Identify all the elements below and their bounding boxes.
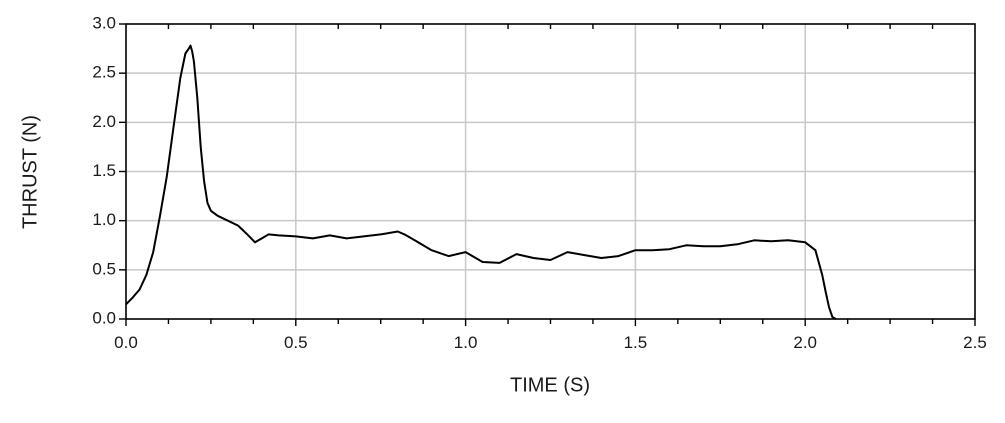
y-tick-label: 0.5 xyxy=(92,259,116,278)
tick-marks xyxy=(119,23,976,326)
x-tick-label: 0.0 xyxy=(114,333,138,352)
thrust-series-line xyxy=(125,44,837,320)
x-axis-label: TIME (S) xyxy=(510,374,590,396)
gridlines xyxy=(126,24,975,319)
x-tick-label: 2.5 xyxy=(963,333,987,352)
y-tick-label: 3.0 xyxy=(92,13,116,32)
x-tick-label: 0.5 xyxy=(284,333,308,352)
x-tick-label: 1.0 xyxy=(454,333,478,352)
y-axis-label: THRUST (N) xyxy=(19,115,41,229)
y-tick-label: 2.5 xyxy=(92,63,116,82)
series-layer xyxy=(125,44,837,320)
y-tick-label: 2.0 xyxy=(92,112,116,131)
y-tick-label: 1.5 xyxy=(92,161,116,180)
x-tick-label: 2.0 xyxy=(793,333,817,352)
y-tick-label: 1.0 xyxy=(92,210,116,229)
x-tick-labels: 0.0 0.5 1.0 1.5 2.0 2.5 xyxy=(114,333,987,352)
x-tick-label: 1.5 xyxy=(624,333,648,352)
y-tick-label: 0.0 xyxy=(92,308,116,327)
y-tick-labels: 0.0 0.5 1.0 1.5 2.0 2.5 3.0 xyxy=(92,13,116,327)
